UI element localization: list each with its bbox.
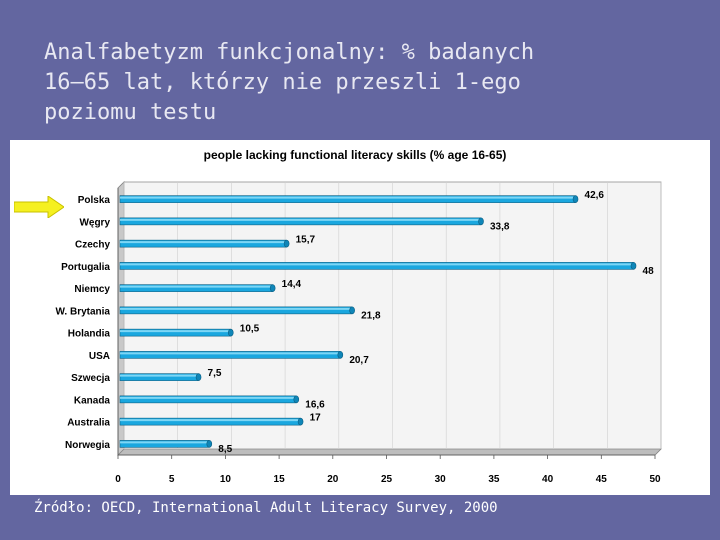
x-tick-label: 20 (327, 474, 339, 485)
value-label: 42,6 (585, 190, 605, 201)
category-label: Norwegia (65, 440, 110, 451)
value-label: 16,6 (305, 399, 325, 410)
category-label: W. Brytania (56, 306, 111, 317)
bar-australia (119, 417, 304, 426)
category-label: USA (89, 351, 110, 362)
value-label: 7,5 (208, 368, 222, 379)
value-label: 48 (643, 266, 655, 277)
title-line-2: 16–65 lat, którzy nie przeszli 1-ego (44, 70, 521, 95)
category-label: Szwecja (71, 373, 110, 384)
value-label: 8,5 (218, 444, 232, 455)
value-label: 21,8 (361, 310, 381, 321)
value-label: 14,4 (282, 279, 302, 290)
x-tick-label: 40 (542, 474, 554, 485)
highlight-arrow-icon (14, 196, 64, 218)
x-tick-label: 35 (488, 474, 500, 485)
chart-area: people lacking functional literacy skill… (10, 140, 710, 495)
x-tick-label: 15 (274, 474, 286, 485)
value-label: 17 (310, 413, 322, 424)
bar-polska (119, 195, 579, 203)
x-tick-label: 50 (649, 474, 661, 485)
x-tick-label: 10 (220, 474, 232, 485)
x-tick-label: 25 (381, 474, 393, 485)
bar-usa (119, 351, 344, 359)
category-label: Niemcy (74, 284, 110, 295)
slide-title: Analfabetyzm funkcjonalny: % badanych 16… (44, 38, 684, 128)
bar-portugalia (119, 262, 637, 270)
value-label: 33,8 (490, 221, 510, 232)
title-line-1: Analfabetyzm funkcjonalny: % badanych (44, 40, 535, 65)
x-tick-label: 0 (115, 474, 121, 485)
category-label: Australia (67, 418, 110, 429)
title-line-3: poziomu testu (44, 100, 217, 125)
source-note: Źródło: OECD, International Adult Litera… (34, 500, 498, 516)
bar-węgry (119, 217, 484, 226)
bar-norwegia (119, 440, 213, 448)
value-label: 10,5 (240, 324, 260, 335)
bar-holandia (119, 328, 234, 337)
bar-szwecja (119, 373, 202, 381)
category-label: Kanada (74, 395, 111, 406)
bar-chart: people lacking functional literacy skill… (56, 148, 662, 485)
category-label: Polska (78, 195, 111, 206)
chart-title: people lacking functional literacy skill… (204, 148, 507, 162)
x-tick-label: 30 (435, 474, 447, 485)
category-label: Węgry (79, 217, 110, 228)
x-tick-label: 5 (169, 474, 175, 485)
bar-niemcy (119, 284, 276, 292)
category-label: Portugalia (61, 262, 110, 273)
bar-w-brytania (119, 306, 355, 315)
value-label: 15,7 (296, 235, 316, 246)
category-label: Holandia (68, 329, 111, 340)
category-label: Czechy (75, 240, 110, 251)
x-tick-label: 45 (596, 474, 608, 485)
bar-kanada (119, 395, 300, 404)
value-label: 20,7 (349, 355, 369, 366)
plot-floor (117, 448, 662, 456)
bar-czechy (119, 239, 290, 248)
